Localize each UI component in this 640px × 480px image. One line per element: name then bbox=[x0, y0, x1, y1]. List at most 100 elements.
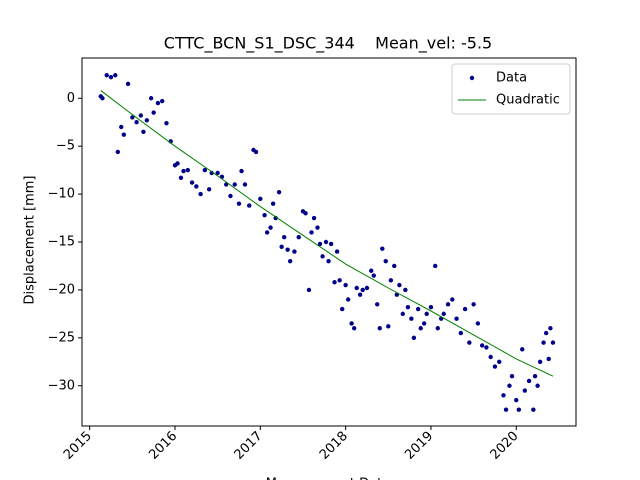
data-point bbox=[121, 132, 127, 137]
x-axis-label: Measurement Date bbox=[266, 477, 390, 480]
y-tick-label: −25 bbox=[48, 330, 75, 345]
data-point bbox=[526, 378, 532, 384]
data-point bbox=[445, 302, 451, 307]
data-point bbox=[317, 241, 323, 247]
data-point bbox=[479, 343, 485, 348]
data-point bbox=[189, 180, 195, 185]
data-point bbox=[503, 407, 509, 412]
data-point bbox=[531, 407, 536, 412]
data-point bbox=[164, 120, 169, 126]
data-point bbox=[334, 249, 340, 254]
data-point bbox=[151, 110, 156, 115]
data-point bbox=[409, 316, 414, 321]
data-point bbox=[108, 74, 114, 80]
data-point bbox=[282, 235, 287, 240]
data-point bbox=[264, 230, 270, 235]
data-point bbox=[262, 212, 267, 218]
data-point bbox=[484, 345, 489, 350]
data-point bbox=[458, 330, 464, 336]
data-point bbox=[428, 304, 434, 310]
data-point bbox=[380, 246, 385, 251]
data-point bbox=[522, 388, 528, 393]
data-point bbox=[343, 282, 348, 288]
data-point bbox=[100, 96, 105, 101]
data-point bbox=[178, 175, 184, 180]
data-point bbox=[309, 230, 314, 235]
data-point bbox=[311, 215, 317, 221]
data-point bbox=[292, 249, 297, 254]
data-point bbox=[253, 149, 259, 155]
data-point bbox=[175, 161, 180, 166]
data-point bbox=[371, 273, 376, 278]
y-axis-label: Displacement [mm] bbox=[23, 176, 38, 305]
data-point bbox=[369, 268, 374, 273]
data-point bbox=[345, 297, 351, 302]
y-tick-label: −15 bbox=[48, 235, 75, 250]
data-point bbox=[467, 340, 472, 345]
data-point bbox=[357, 292, 363, 297]
data-point bbox=[541, 340, 546, 345]
data-point bbox=[315, 225, 320, 230]
data-point bbox=[475, 321, 481, 326]
data-point bbox=[270, 201, 276, 206]
data-point bbox=[279, 244, 284, 249]
data-point bbox=[405, 304, 411, 310]
data-point bbox=[337, 278, 342, 283]
data-point bbox=[550, 340, 556, 345]
data-point bbox=[119, 124, 124, 130]
data-point bbox=[268, 225, 273, 230]
data-point bbox=[537, 359, 543, 364]
data-point bbox=[215, 170, 220, 176]
y-tick-label: −20 bbox=[48, 282, 75, 297]
data-point bbox=[388, 278, 394, 283]
data-point bbox=[392, 263, 397, 269]
data-point bbox=[185, 167, 190, 173]
data-point bbox=[441, 311, 446, 317]
data-point bbox=[160, 98, 165, 104]
data-point bbox=[548, 326, 553, 331]
data-point bbox=[349, 321, 354, 326]
legend-box bbox=[451, 63, 571, 115]
data-point bbox=[507, 383, 512, 388]
data-point bbox=[354, 285, 359, 291]
data-point bbox=[543, 330, 549, 336]
data-point bbox=[520, 347, 525, 352]
data-point bbox=[397, 282, 402, 288]
data-point bbox=[326, 258, 331, 264]
data-point bbox=[194, 184, 199, 189]
data-point bbox=[242, 182, 248, 187]
data-point bbox=[296, 235, 301, 240]
data-point bbox=[206, 187, 212, 192]
data-point bbox=[383, 258, 388, 264]
data-point bbox=[403, 287, 408, 293]
data-point bbox=[532, 373, 538, 379]
data-point bbox=[501, 393, 506, 398]
data-point bbox=[130, 115, 135, 120]
data-point bbox=[323, 239, 329, 245]
data-point bbox=[320, 254, 325, 259]
data-point bbox=[247, 203, 252, 208]
data-point bbox=[228, 193, 233, 199]
axes-frame bbox=[81, 57, 577, 427]
data-point bbox=[411, 335, 417, 341]
data-point bbox=[492, 364, 498, 369]
data-point bbox=[535, 383, 540, 388]
data-point bbox=[351, 326, 357, 331]
legend-label: Data bbox=[496, 71, 527, 86]
data-point bbox=[509, 373, 515, 379]
data-point bbox=[454, 316, 459, 321]
fit-line bbox=[100, 90, 554, 377]
data-point bbox=[377, 326, 382, 331]
data-point bbox=[462, 306, 468, 312]
data-point bbox=[306, 287, 312, 293]
data-point bbox=[125, 81, 131, 87]
data-point bbox=[418, 326, 423, 331]
legend-marker bbox=[469, 75, 475, 81]
data-point bbox=[400, 311, 406, 317]
data-point bbox=[285, 247, 290, 252]
y-tick-label: −30 bbox=[48, 378, 75, 393]
data-point bbox=[144, 118, 150, 123]
data-point bbox=[386, 324, 391, 329]
data-point bbox=[155, 100, 161, 106]
